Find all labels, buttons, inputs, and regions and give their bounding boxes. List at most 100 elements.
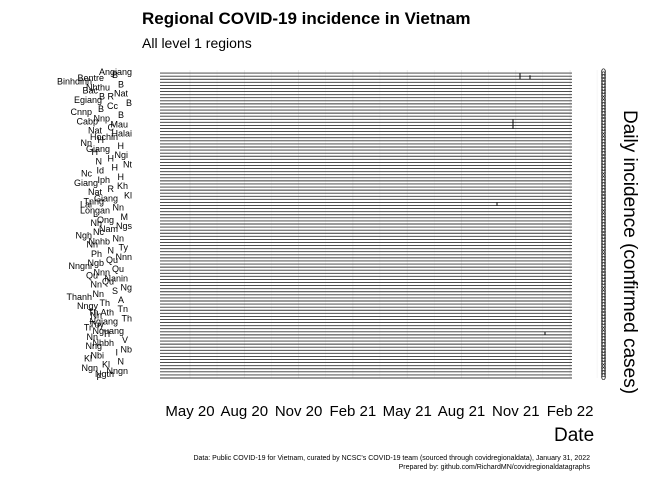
region-label: Nnn	[115, 252, 132, 262]
region-label: Kl	[102, 360, 110, 370]
x-tick-label: Feb 22	[547, 403, 594, 420]
strip-axis-label: 0	[601, 113, 606, 123]
region-label: Tr	[84, 323, 92, 333]
strip-axis-label: 0	[601, 357, 606, 367]
region-label: Nc	[93, 227, 104, 237]
region-label: H	[108, 153, 115, 163]
strip-axis-label: 0	[601, 79, 606, 89]
strip-axis-label: 0	[601, 70, 606, 80]
region-label: Nn	[86, 240, 98, 250]
region-label: S	[112, 286, 118, 296]
strip-axis-label: 0	[601, 203, 606, 213]
strip-axis-label: 0	[601, 123, 606, 133]
region-label: A	[118, 295, 124, 305]
region-label: Kh	[117, 181, 128, 191]
region-label: Nn	[112, 203, 124, 213]
region-label: Kl	[124, 190, 132, 200]
strip-axis-label: 0	[601, 335, 606, 345]
region-label: Nn	[90, 218, 102, 228]
region-label: I	[115, 347, 118, 357]
region-label: F	[97, 372, 103, 382]
region-label: Bentre	[77, 73, 104, 83]
region-label: Angiang	[99, 67, 132, 77]
region-label: B	[118, 79, 124, 89]
region-label: Bac	[82, 86, 98, 96]
region-label: Th	[121, 313, 132, 323]
strip-axis-label: 0	[601, 132, 606, 142]
region-label: Binhdinh	[57, 76, 92, 86]
strip-axis-label: 0	[601, 212, 606, 222]
region-label: Nt	[123, 159, 132, 169]
region-label: B R	[99, 92, 115, 102]
region-label: Thanh	[66, 292, 92, 302]
strip-axis-label: 0	[601, 277, 606, 287]
region-label: H	[112, 163, 119, 173]
region-label: Nnhb	[88, 236, 110, 246]
region-label: Tuy	[89, 320, 104, 330]
strip-axis-label: 0	[601, 76, 606, 86]
strip-axis-label: 0	[601, 347, 606, 357]
region-label: Nat	[88, 126, 103, 136]
region-label: Th	[99, 298, 110, 308]
region-label: Ngb	[87, 258, 104, 268]
region-label: Ty	[118, 243, 128, 253]
strip-axis-label: 0	[601, 190, 606, 200]
strip-axis-label: 0	[601, 344, 606, 354]
region-label: Nanin	[104, 273, 128, 283]
region-label: Nn	[92, 289, 104, 299]
strip-axis-label: 0	[601, 187, 606, 197]
strip-axis-label: 0	[601, 135, 606, 145]
region-label: Nn	[80, 138, 92, 148]
region-label: Th Ath	[88, 307, 114, 317]
region-label: Cc	[107, 101, 118, 111]
strip-axis-label: 0	[601, 298, 606, 308]
strip-axis-label: 0	[601, 283, 606, 293]
region-label: Tnng	[83, 196, 104, 206]
caption-credit: Prepared by: github.com/RichardMN/covidr…	[398, 464, 590, 471]
region-label: Iph	[97, 175, 110, 185]
strip-axis-label: 0	[601, 286, 606, 296]
strip-axis-label: 0	[601, 98, 606, 108]
region-label: Ngth	[95, 369, 114, 379]
strip-axis-label: 0	[601, 116, 606, 126]
region-label: Lai	[80, 200, 92, 210]
strip-axis-label: 0	[601, 301, 606, 311]
strip-axis-label: 0	[601, 126, 606, 136]
region-label: H	[92, 147, 99, 157]
strip-axis-label: 0	[601, 104, 606, 114]
strip-axis-label: 0	[601, 67, 606, 77]
region-label: Kl	[84, 354, 92, 364]
region-label: L	[93, 209, 98, 219]
x-tick-label: Nov 20	[275, 403, 323, 420]
strip-axis-label: 0	[601, 163, 606, 173]
region-label: Halai	[111, 129, 132, 139]
strip-axis-label: 0	[601, 178, 606, 188]
strip-axis-label: 0	[601, 110, 606, 120]
region-label: N	[108, 246, 115, 256]
region-label: Giang	[94, 193, 118, 203]
region-label: Nnn	[93, 267, 110, 277]
region-label: Nn	[112, 233, 124, 243]
region-label: Nat	[114, 89, 129, 99]
strip-axis-label: 0	[601, 240, 606, 250]
strip-axis-label: 0	[601, 261, 606, 271]
strip-axis-label: 0	[601, 369, 606, 379]
region-label: Nngy	[77, 301, 99, 311]
strip-axis-label: 0	[601, 310, 606, 320]
strip-axis-label: 0	[601, 233, 606, 243]
region-label: N	[118, 357, 125, 367]
strip-axis-label: 0	[601, 147, 606, 157]
region-label: Ngi	[114, 150, 128, 160]
region-label: Ngiang	[89, 317, 118, 327]
x-tick-label: Aug 21	[438, 403, 486, 420]
region-label: B	[112, 70, 118, 80]
strip-axis-label: 0	[601, 295, 606, 305]
region-label: Mau	[110, 119, 128, 129]
strip-axis-label: 0	[601, 153, 606, 163]
strip-axis-label: 0	[601, 227, 606, 237]
strip-axis-label: 0	[601, 138, 606, 148]
region-label: Qu	[106, 255, 118, 265]
region-label: Nhbh	[92, 338, 114, 348]
region-label: Nam	[99, 224, 118, 234]
